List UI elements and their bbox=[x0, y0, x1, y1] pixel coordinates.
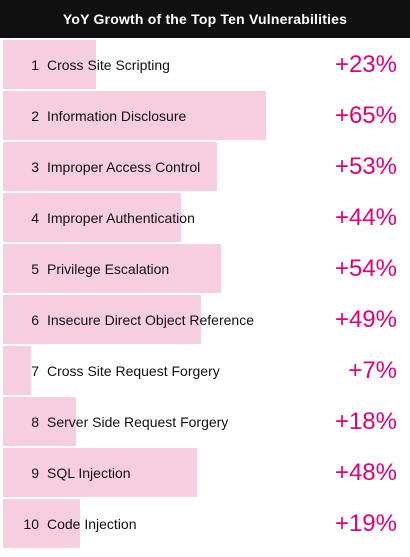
category-label: Information Disclosure bbox=[47, 107, 187, 124]
bar bbox=[3, 40, 96, 89]
rank-label: 8 bbox=[31, 413, 39, 430]
rank-label: 10 bbox=[23, 515, 39, 532]
bar bbox=[3, 499, 80, 548]
bar bbox=[3, 91, 266, 140]
rank-label: 1 bbox=[31, 56, 39, 73]
bar-row: 9 SQL Injection +48% bbox=[3, 448, 407, 497]
bar-row: 5 Privilege Escalation +54% bbox=[3, 244, 407, 293]
bar bbox=[3, 346, 32, 395]
bar-row: 8 Server Side Request Forgery +18% bbox=[3, 397, 407, 446]
value-label: +18% bbox=[334, 407, 397, 435]
bar-row: 4 Improper Authentication +44% bbox=[3, 193, 407, 242]
value-label: +53% bbox=[334, 152, 397, 180]
category-label: Cross Site Scripting bbox=[47, 56, 170, 73]
value-label: +44% bbox=[334, 203, 397, 231]
value-label: +48% bbox=[334, 458, 397, 486]
value-label: +7% bbox=[348, 356, 397, 384]
value-label: +23% bbox=[334, 50, 397, 78]
category-label: Cross Site Request Forgery bbox=[47, 362, 220, 379]
bar bbox=[3, 244, 222, 293]
value-label: +65% bbox=[334, 101, 397, 129]
rank-label: 4 bbox=[31, 209, 39, 226]
bar-row: 1 Cross Site Scripting +23% bbox=[3, 40, 407, 89]
rank-label: 7 bbox=[31, 362, 39, 379]
bar bbox=[3, 295, 201, 344]
category-label: Insecure Direct Object Reference bbox=[47, 311, 254, 328]
bar bbox=[3, 448, 197, 497]
bar-row: 10 Code Injection +19% bbox=[3, 499, 407, 548]
bar bbox=[3, 193, 181, 242]
bar bbox=[3, 142, 218, 191]
category-label: Improper Access Control bbox=[47, 158, 201, 175]
bar-row: 6 Insecure Direct Object Reference +49% bbox=[3, 295, 407, 344]
bar bbox=[3, 397, 76, 446]
value-label: +49% bbox=[334, 305, 397, 333]
rank-label: 6 bbox=[31, 311, 39, 328]
rank-label: 3 bbox=[31, 158, 39, 175]
category-label: Server Side Request Forgery bbox=[47, 413, 229, 430]
category-label: Improper Authentication bbox=[47, 209, 195, 226]
bar-row: 7 Cross Site Request Forgery +7% bbox=[3, 346, 407, 395]
bar-row: 3 Improper Access Control +53% bbox=[3, 142, 407, 191]
rank-label: 5 bbox=[31, 260, 39, 277]
value-label: +19% bbox=[334, 509, 397, 537]
category-label: SQL Injection bbox=[47, 464, 131, 481]
category-label: Privilege Escalation bbox=[47, 260, 170, 277]
value-label: +54% bbox=[334, 254, 397, 282]
chart-title: YoY Growth of the Top Ten Vulnerabilitie… bbox=[0, 0, 410, 38]
rank-label: 9 bbox=[31, 464, 39, 481]
category-label: Code Injection bbox=[47, 515, 137, 532]
bar-rows: 1 Cross Site Scripting +23% 2 Information Di… bbox=[3, 40, 407, 550]
bar-row: 2 Information Disclosure +65% bbox=[3, 91, 407, 140]
rank-label: 2 bbox=[31, 107, 39, 124]
